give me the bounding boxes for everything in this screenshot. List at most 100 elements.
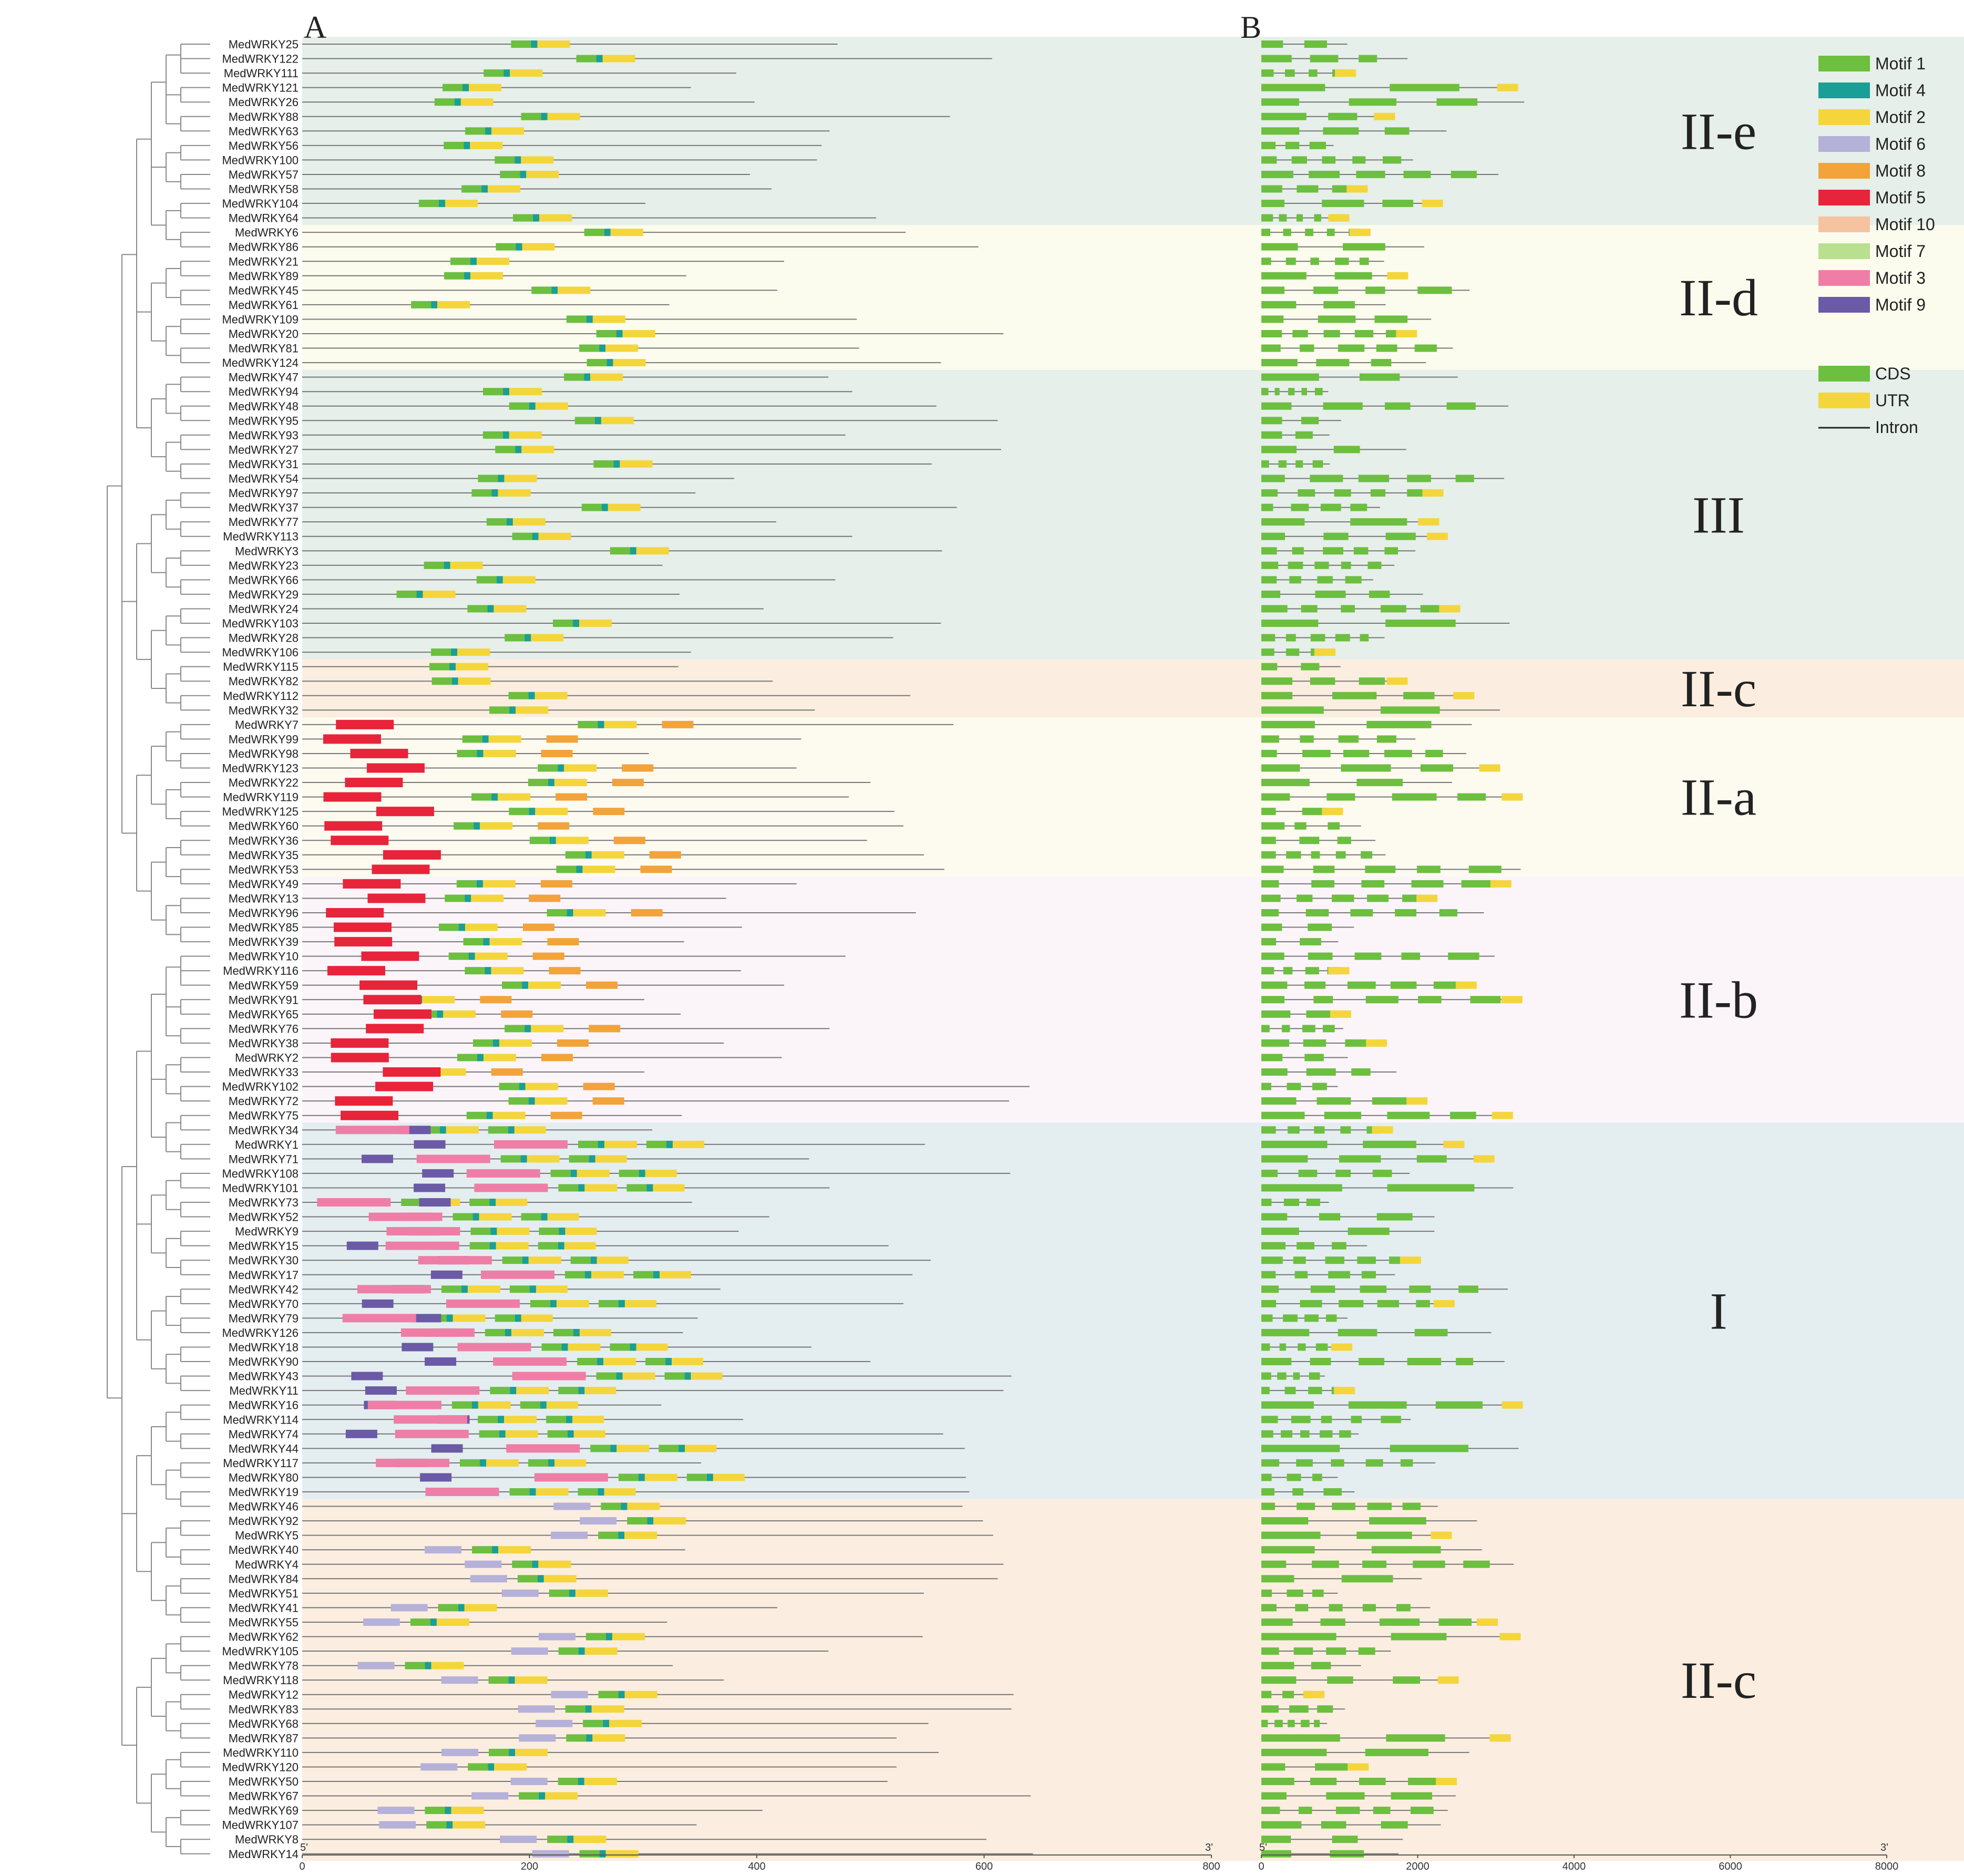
motif-box [472,1213,479,1221]
cds-box [1436,98,1478,106]
motif-box [488,1126,508,1134]
motif-box [466,1169,540,1178]
motif-box [501,1010,533,1018]
motif-box [558,1387,579,1395]
cds-box [1455,475,1474,482]
group-label: III [1692,486,1745,544]
motif-box [576,55,597,63]
cds-box [1358,1647,1375,1655]
cds-box [1261,1285,1279,1293]
cds-box [1291,1416,1311,1424]
motif-box [558,1184,579,1192]
motif-box [481,185,488,193]
cds-box [1283,1314,1298,1322]
panel-letter-a: A [304,10,326,45]
gene-label: MedWRKY113 [223,530,299,543]
motif-box [515,446,522,453]
cds-box [1299,344,1314,352]
cds-box [1341,1575,1393,1583]
cds-box [1261,1228,1299,1235]
motif-box [558,286,591,294]
motif-box [664,1372,685,1380]
motif-box [487,605,494,613]
cds-box [1389,1256,1401,1264]
cds-box [1312,460,1323,468]
motif-box [331,1038,389,1048]
cds-box [1261,229,1271,236]
motif-box [343,879,401,889]
cds-box [1390,981,1417,989]
motif-box [505,634,525,642]
motif-box [454,822,474,830]
motif-box [554,1459,587,1467]
gene-label: MedWRKY103 [222,617,299,630]
cds-box [1461,880,1496,888]
cds-box [1313,286,1339,294]
legend-swatch [1818,56,1870,71]
gene-label: MedWRKY116 [223,964,299,977]
cds-box [1318,315,1356,323]
cds-box [1292,1488,1303,1496]
motif-box [486,1459,519,1467]
cds-box [1310,1358,1331,1366]
cds-box [1261,1169,1278,1177]
cds-box [1261,373,1319,381]
motif-box [482,735,489,743]
motif-box [608,503,641,511]
motif-box [446,1299,520,1308]
cds-box [1315,1763,1353,1771]
cds-box [1320,1430,1333,1438]
motif-box [539,1228,559,1235]
motif-box [605,1850,639,1858]
gene-label: MedWRKY46 [229,1500,299,1513]
motif-box [597,1256,629,1264]
motif-box [448,952,469,960]
gene-label: MedWRKY58 [229,183,299,196]
motif-box [538,1633,575,1641]
motif-box [541,1343,562,1351]
motif-box [457,1343,531,1352]
motif-box [425,1662,431,1669]
motif-box [335,1096,393,1106]
motif-box [549,967,581,975]
cds-box [1274,388,1280,396]
motif-box [400,1328,475,1337]
motif-box [499,1430,506,1438]
cds-box [1323,301,1355,308]
motif-box [618,1691,625,1698]
gene-label: MedWRKY35 [229,849,299,862]
motif-box [498,793,531,801]
utr-box [1501,996,1523,1004]
motif-box [540,1401,547,1409]
cds-box [1261,1140,1328,1148]
motif-box [554,779,587,787]
gene-label: MedWRKY104 [222,197,299,210]
motif-box [535,402,568,410]
motif-box [515,1748,548,1756]
gene-label: MedWRKY17 [229,1269,299,1282]
motif-box [409,1314,441,1323]
cds-box [1327,1676,1353,1684]
motif-box [508,692,529,699]
legend-label: Motif 7 [1875,242,1926,261]
cds-box [1365,286,1385,294]
cds-box [1261,446,1297,453]
motif-box [539,214,572,222]
motif-box [466,1111,487,1119]
motif-box [470,141,503,149]
motif-box [581,503,602,511]
motif-box [511,1647,548,1655]
motif-box [510,1778,548,1785]
cds-box [1261,518,1305,526]
motif-box [481,1270,555,1279]
motif-box [521,446,554,453]
cds-box [1357,1256,1376,1264]
gene-label: MedWRKY90 [229,1355,299,1368]
motif-box [570,1256,591,1264]
motif-box [522,981,529,989]
cds-box [1261,1328,1310,1336]
motif-box [540,880,572,888]
motif-box [498,489,531,497]
cds-box [1365,996,1399,1004]
cds-box [1261,677,1293,685]
